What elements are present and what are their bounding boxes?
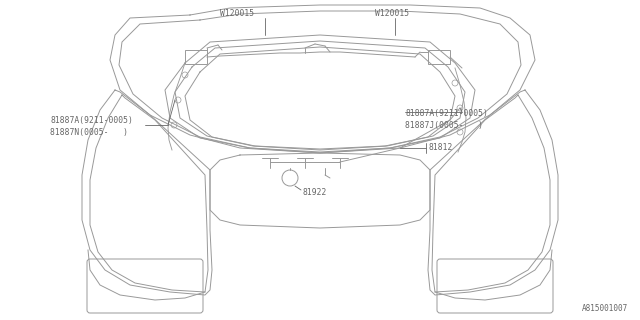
Text: 81812: 81812 bbox=[428, 142, 452, 151]
Text: 81887N(0005-   ): 81887N(0005- ) bbox=[50, 127, 128, 137]
FancyBboxPatch shape bbox=[87, 259, 203, 313]
Text: W120015: W120015 bbox=[220, 9, 254, 18]
Text: 81887A(9211-0005): 81887A(9211-0005) bbox=[405, 108, 488, 117]
Text: 81922: 81922 bbox=[302, 188, 326, 196]
Text: A815001007: A815001007 bbox=[582, 304, 628, 313]
Bar bbox=[185, 50, 207, 64]
FancyBboxPatch shape bbox=[437, 259, 553, 313]
Text: 81887J(0005-   ): 81887J(0005- ) bbox=[405, 121, 483, 130]
Bar bbox=[428, 50, 450, 64]
Text: 81887A(9211-0005): 81887A(9211-0005) bbox=[50, 116, 133, 124]
Text: W120015: W120015 bbox=[375, 9, 409, 18]
